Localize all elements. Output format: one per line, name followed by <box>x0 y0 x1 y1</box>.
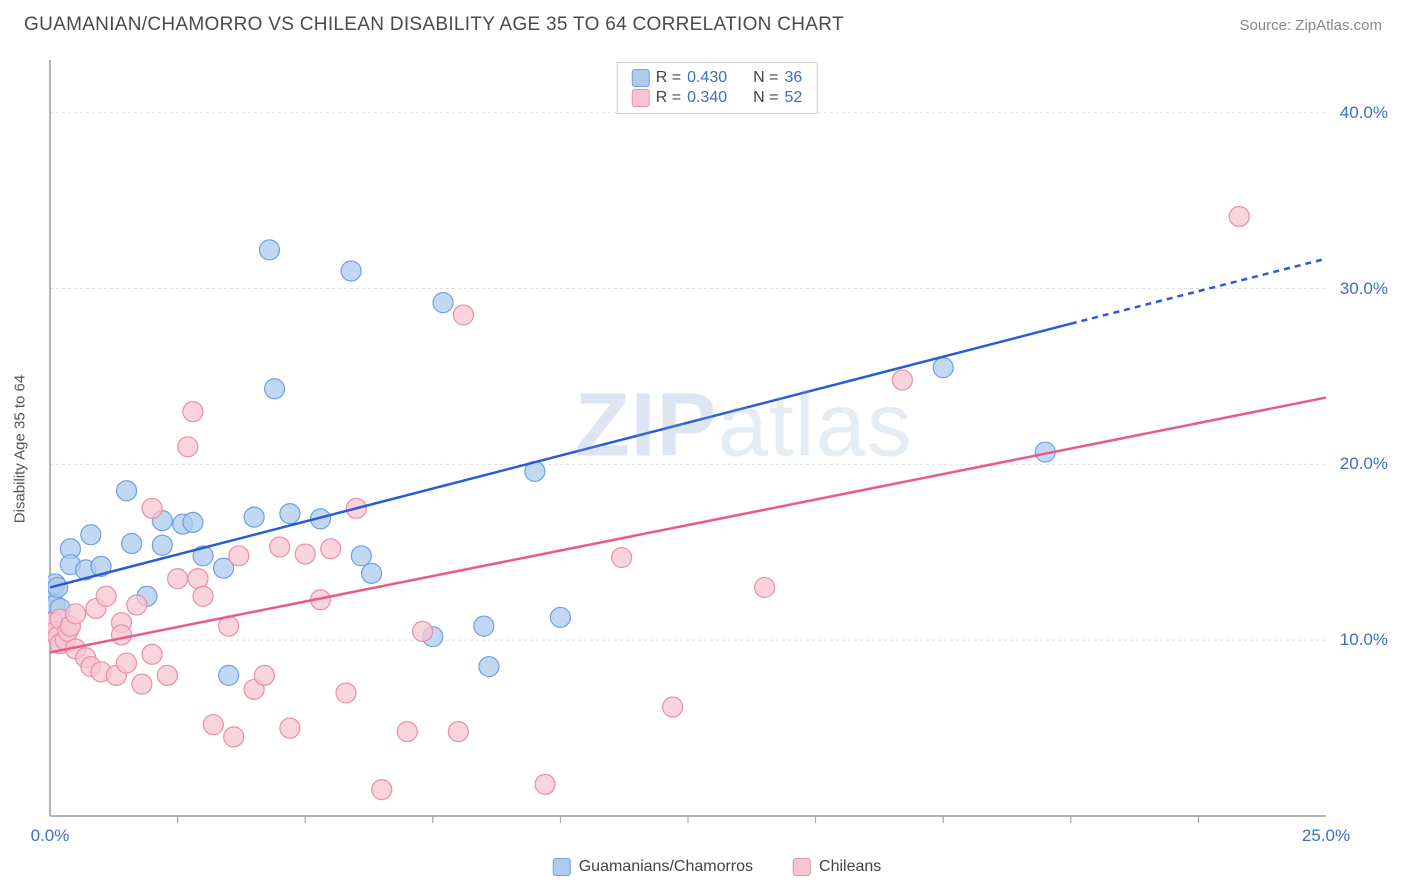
legend-swatch <box>632 69 650 87</box>
x-tick-label: 0.0% <box>31 826 70 846</box>
legend-series-item: Chileans <box>793 858 881 876</box>
legend-series-item: Guamanians/Chamorros <box>553 858 753 876</box>
y-tick-label: 30.0% <box>1340 279 1388 299</box>
y-tick-label: 10.0% <box>1340 630 1388 650</box>
legend-correlation: R = 0.430N = 36 R = 0.340N = 52 <box>617 62 818 114</box>
legend-swatch <box>553 858 571 876</box>
legend-swatch <box>632 89 650 107</box>
y-axis-label: Disability Age 35 to 64 <box>12 375 29 523</box>
y-tick-label: 40.0% <box>1340 103 1388 123</box>
source-attribution: Source: ZipAtlas.com <box>1239 17 1382 34</box>
y-tick-label: 20.0% <box>1340 454 1388 474</box>
scatter-plot <box>48 58 1386 840</box>
chart-container: Disability Age 35 to 64 ZIPatlas R = 0.4… <box>48 58 1386 840</box>
legend-row: R = 0.340N = 52 <box>632 89 803 107</box>
chart-title: GUAMANIAN/CHAMORRO VS CHILEAN DISABILITY… <box>24 14 844 36</box>
legend-row: R = 0.430N = 36 <box>632 69 803 87</box>
legend-series: Guamanians/Chamorros Chileans <box>553 858 882 876</box>
x-tick-label: 25.0% <box>1302 826 1350 846</box>
legend-swatch <box>793 858 811 876</box>
